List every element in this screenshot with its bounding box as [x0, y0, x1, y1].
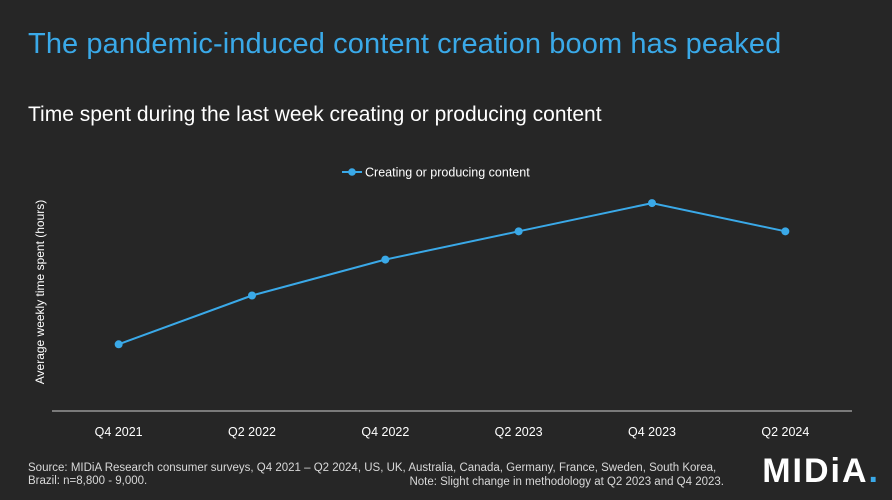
methodology-note: Note: Slight change in methodology at Q2… — [409, 476, 724, 488]
source-note: Source: MIDiA Research consumer surveys,… — [28, 462, 717, 487]
x-tick-label: Q4 2021 — [95, 425, 143, 439]
y-axis-label: Average weekly time spent (hours) — [33, 200, 47, 385]
legend-marker — [348, 168, 356, 176]
data-point — [514, 227, 523, 236]
data-point — [648, 199, 656, 208]
x-tick-label: Q2 2024 — [761, 425, 809, 439]
data-point — [248, 291, 256, 300]
data-point — [781, 227, 790, 236]
headline: The pandemic-induced content creation bo… — [28, 28, 782, 60]
midia-logo: MIDiA. — [762, 452, 880, 490]
x-tick-label: Q4 2023 — [628, 425, 676, 439]
legend-label: Creating or producing content — [365, 166, 530, 180]
x-tick-label: Q4 2022 — [361, 425, 409, 439]
chart-title: Time spent during the last week creating… — [28, 103, 602, 126]
data-point — [114, 340, 123, 349]
x-tick-label: Q2 2022 — [228, 425, 276, 439]
data-point — [381, 255, 390, 264]
series-line — [118, 202, 786, 346]
x-tick-label: Q2 2023 — [495, 425, 543, 439]
